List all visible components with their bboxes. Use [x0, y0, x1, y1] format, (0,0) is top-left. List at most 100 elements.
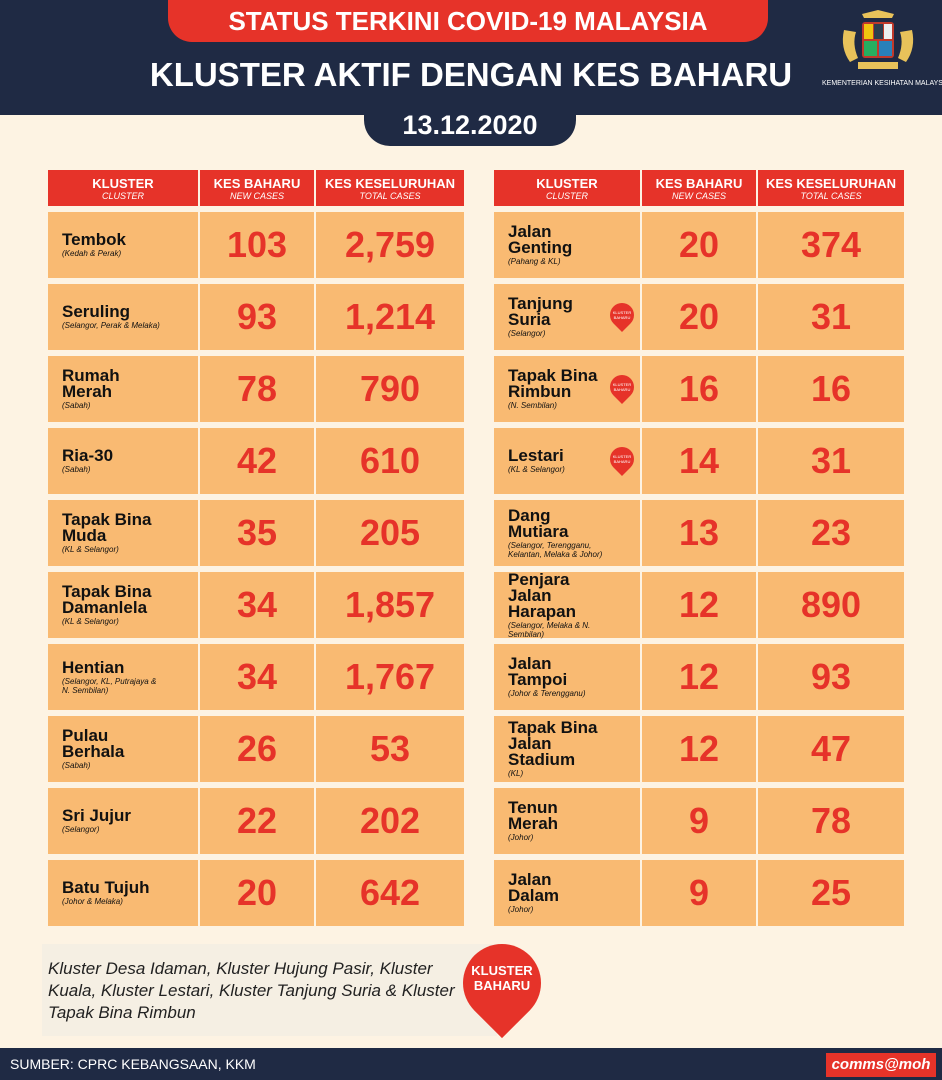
cluster-name: Lestari [508, 446, 564, 465]
total-cases-value: 31 [758, 284, 904, 350]
column-header-cluster: KLUSTER CLUSTER [48, 170, 198, 206]
cluster-name: Sri Jujur [62, 806, 131, 825]
cluster-cell: Lestari (KL & Selangor) KLUSTER BAHARU [494, 428, 640, 494]
cluster-cell: Tapak Bina Rimbun (N. Sembilan) KLUSTER BA… [494, 356, 640, 422]
cluster-name: Tenun Merah [508, 798, 559, 833]
cluster-states: (Johor) [508, 833, 534, 842]
cluster-name: Tapak Bina Muda [62, 510, 152, 545]
cluster-name: Pulau Berhala [62, 726, 125, 761]
new-cluster-badge-label: KLUSTER BAHARU [612, 382, 632, 392]
cluster-cell: Seruling (Selangor, Perak & Melaka) [48, 284, 198, 350]
column-header-total-cases: KES KESELURUHAN TOTAL CASES [316, 170, 464, 206]
cluster-name: Rumah Merah [62, 366, 120, 401]
cluster-name: Tapak Bina Rimbun [508, 366, 598, 401]
total-cases-value: 25 [758, 860, 904, 926]
cluster-states: (Sabah) [62, 401, 91, 410]
new-cluster-badge-icon: KLUSTER BAHARU [605, 370, 639, 404]
column-header-total-cases-sublabel: TOTAL CASES [800, 191, 862, 201]
cluster-states: (Selangor, Perak & Melaka) [62, 321, 160, 330]
cluster-name-block: Penjara Jalan Harapan (Selangor, Melaka &… [508, 571, 604, 639]
cluster-cell: Tembok (Kedah & Perak) [48, 212, 198, 278]
cluster-name-block: Tanjung Suria (Selangor) [508, 284, 604, 350]
new-cluster-pin-label: KLUSTER BAHARU [471, 963, 533, 993]
cluster-name-block: Jalan Tampoi (Johor & Terengganu) [508, 644, 604, 710]
cluster-states: (Selangor, Terengganu, Kelantan, Melaka … [508, 540, 603, 559]
cluster-name-block: Pulau Berhala (Sabah) [62, 716, 162, 782]
new-cases-value: 22 [200, 788, 314, 854]
new-cases-value: 20 [200, 860, 314, 926]
column-header-total-cases-label: KES KESELURUHAN [765, 176, 896, 191]
column-header-new-cases-label: KES BAHARU [655, 176, 743, 191]
cluster-states: (KL & Selangor) [62, 545, 119, 554]
total-cases-value: 642 [316, 860, 464, 926]
total-cases-value: 78 [758, 788, 904, 854]
column-header-new-cases-sublabel: NEW CASES [671, 191, 726, 201]
column-header-cluster-label: KLUSTER [92, 176, 154, 191]
new-cases-value: 42 [200, 428, 314, 494]
cluster-name-block: Tenun Merah (Johor) [508, 788, 604, 854]
cluster-name-block: Dang Mutiara (Selangor, Terengganu, Kelan… [508, 500, 604, 566]
cluster-name-block: Tapak Bina Muda (KL & Selangor) [62, 500, 162, 566]
cluster-states: (Pahang & KL) [508, 257, 561, 266]
cluster-states: (Selangor, Melaka & N. Sembilan) [508, 620, 591, 639]
cluster-cell: Tapak Bina Muda (KL & Selangor) [48, 500, 198, 566]
cluster-cell: Rumah Merah (Sabah) [48, 356, 198, 422]
cluster-name: Seruling [62, 302, 131, 321]
new-cases-value: 93 [200, 284, 314, 350]
cluster-name-block: Jalan Dalam (Johor) [508, 860, 604, 926]
table-header: KLUSTER CLUSTER KES BAHARU NEW CASES KES KES… [48, 170, 464, 206]
cluster-name: Batu Tujuh [62, 878, 150, 897]
footer-bar: SUMBER: CPRC KEBANGSAAN, KKM comms@moh [0, 1048, 942, 1080]
total-cases-value: 2,759 [316, 212, 464, 278]
cluster-states: (N. Sembilan) [508, 401, 557, 410]
new-cases-value: 9 [642, 860, 756, 926]
total-cases-value: 374 [758, 212, 904, 278]
total-cases-value: 890 [758, 572, 904, 638]
cluster-name-block: Seruling (Selangor, Perak & Melaka) [62, 284, 162, 350]
page-title: KLUSTER AKTIF DENGAN KES BAHARU [149, 56, 793, 93]
cluster-name-block: Tembok (Kedah & Perak) [62, 212, 162, 278]
total-cases-value: 47 [758, 716, 904, 782]
cluster-name: Tapak Bina Damanlela [62, 582, 152, 617]
column-header-new-cases-sublabel: NEW CASES [229, 191, 284, 201]
total-cases-value: 790 [316, 356, 464, 422]
cluster-states: (Selangor) [508, 329, 546, 338]
ministry-logo: KEMENTERIAN KESIHATAN MALAYSIA [822, 8, 942, 106]
status-label: STATUS TERKINI COVID-19 MALAYSIA [168, 0, 768, 42]
new-cases-value: 9 [642, 788, 756, 854]
column-header-cluster: KLUSTER CLUSTER [494, 170, 640, 206]
brand-badge: comms@moh [826, 1053, 936, 1077]
cluster-states: (Selangor) [62, 825, 100, 834]
new-cases-value: 78 [200, 356, 314, 422]
cluster-states: (KL) [508, 769, 524, 778]
cluster-cell: Pulau Berhala (Sabah) [48, 716, 198, 782]
cluster-name-block: Jalan Genting (Pahang & KL) [508, 212, 604, 278]
cluster-states: (Johor) [508, 905, 534, 914]
total-cases-value: 1,857 [316, 572, 464, 638]
total-cases-value: 202 [316, 788, 464, 854]
column-header-total-cases-label: KES KESELURUHAN [324, 176, 455, 191]
cluster-name: Jalan Tampoi [508, 654, 568, 689]
new-cluster-note: Kluster Desa Idaman, Kluster Hujung Pasi… [42, 944, 497, 1036]
cluster-cell: Jalan Dalam (Johor) [494, 860, 640, 926]
source-text: SUMBER: CPRC KEBANGSAAN, KKM [10, 1056, 256, 1072]
cluster-cell: Jalan Tampoi (Johor & Terengganu) [494, 644, 640, 710]
cluster-name: Tanjung Suria [508, 294, 573, 329]
column-header-cluster-label: KLUSTER [536, 176, 598, 191]
cluster-name-block: Tapak Bina Damanlela (KL & Selangor) [62, 572, 162, 638]
column-header-cluster-sublabel: CLUSTER [101, 191, 144, 201]
cluster-name: Tapak Bina Jalan Stadium [508, 718, 598, 769]
ministry-name: KEMENTERIAN KESIHATAN MALAYSIA [822, 80, 942, 87]
cluster-name-block: Sri Jujur (Selangor) [62, 788, 162, 854]
cluster-states: (Johor & Terengganu) [508, 689, 586, 698]
new-cases-value: 12 [642, 716, 756, 782]
cluster-name-block: Tapak Bina Rimbun (N. Sembilan) [508, 356, 604, 422]
cluster-states: (Kedah & Perak) [62, 249, 122, 258]
table-header: KLUSTER CLUSTER KES BAHARU NEW CASES KES KES… [494, 170, 904, 206]
column-header-total-cases: KES KESELURUHAN TOTAL CASES [758, 170, 904, 206]
date-label: 13.12.2020 [364, 100, 576, 146]
new-cases-value: 20 [642, 284, 756, 350]
new-cases-value: 35 [200, 500, 314, 566]
cluster-cell: Batu Tujuh (Johor & Melaka) [48, 860, 198, 926]
new-cases-value: 16 [642, 356, 756, 422]
